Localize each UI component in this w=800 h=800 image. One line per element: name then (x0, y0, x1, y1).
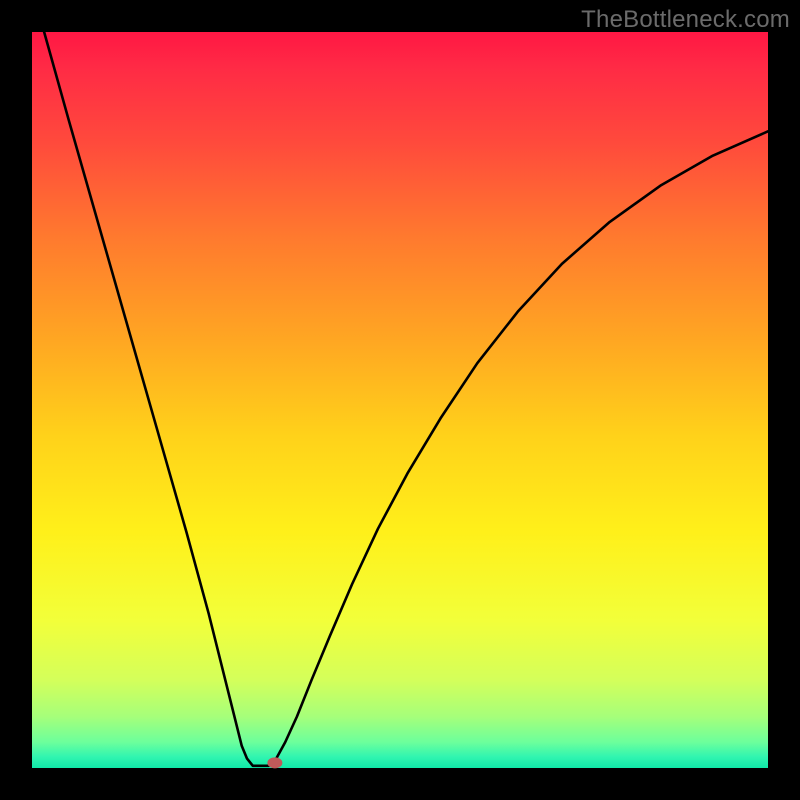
plot-area (32, 32, 768, 768)
chart-container: TheBottleneck.com (0, 0, 800, 800)
chart-svg (0, 0, 800, 800)
watermark-text: TheBottleneck.com (581, 6, 790, 34)
min-marker (268, 758, 282, 768)
